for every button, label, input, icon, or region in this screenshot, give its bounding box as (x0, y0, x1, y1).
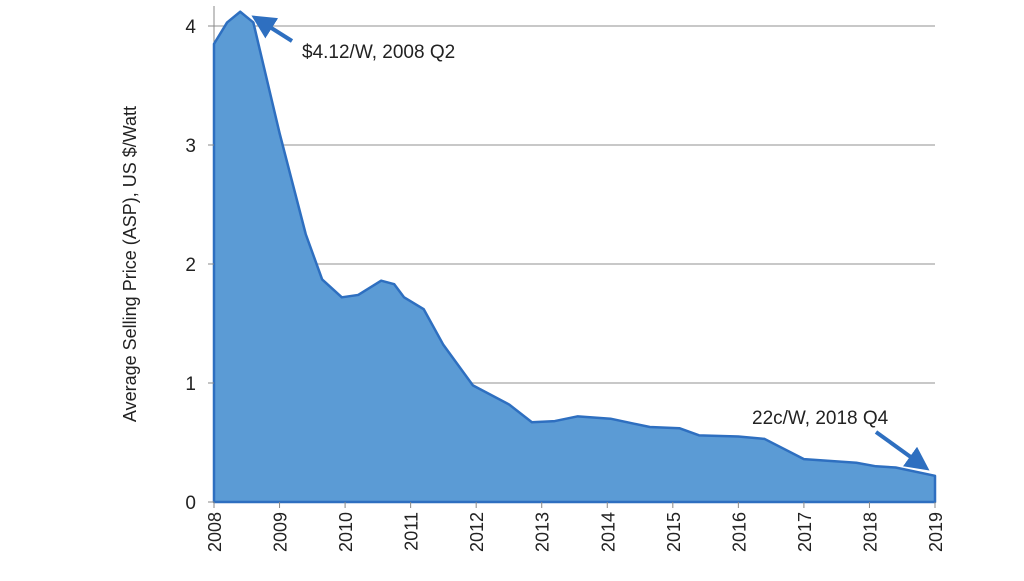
x-axis-ticks: 2008 2009 2010 2011 2012 2013 2014 2015 2016 2017… (205, 502, 946, 552)
latest-annotation: 22c/W, 2018 Q4 (752, 408, 889, 429)
y-tick-label: 4 (185, 17, 196, 38)
x-tick-label: 2009 (271, 512, 291, 552)
x-tick-label: 2017 (795, 512, 815, 552)
peak-annotation: $4.12/W, 2008 Q2 (302, 42, 455, 63)
latest-arrow (874, 430, 930, 471)
annotations: $4.12/W, 2008 Q2 22c/W, 2018 Q4 (251, 15, 930, 471)
y-tick-label: 0 (185, 493, 196, 514)
x-tick-label: 2008 (205, 512, 225, 552)
x-tick-label: 2016 (729, 512, 749, 552)
y-axis-label: Average Selling Price (ASP), US $/Watt (120, 106, 140, 422)
peak-arrow (251, 15, 294, 43)
y-axis-ticks: 0 1 2 3 4 (185, 17, 214, 514)
x-tick-label: 2018 (860, 512, 880, 552)
y-tick-label: 3 (185, 136, 196, 157)
x-tick-label: 2010 (336, 512, 356, 552)
y-tick-label: 1 (185, 374, 196, 395)
x-tick-label: 2011 (402, 512, 422, 551)
x-tick-label: 2012 (467, 512, 487, 552)
x-tick-label: 2015 (664, 512, 684, 552)
asp-area-series (212, 10, 937, 504)
x-tick-label: 2013 (533, 512, 553, 552)
x-tick-label: 2019 (926, 512, 946, 552)
y-tick-label: 2 (185, 255, 196, 276)
x-tick-label: 2014 (598, 512, 618, 552)
